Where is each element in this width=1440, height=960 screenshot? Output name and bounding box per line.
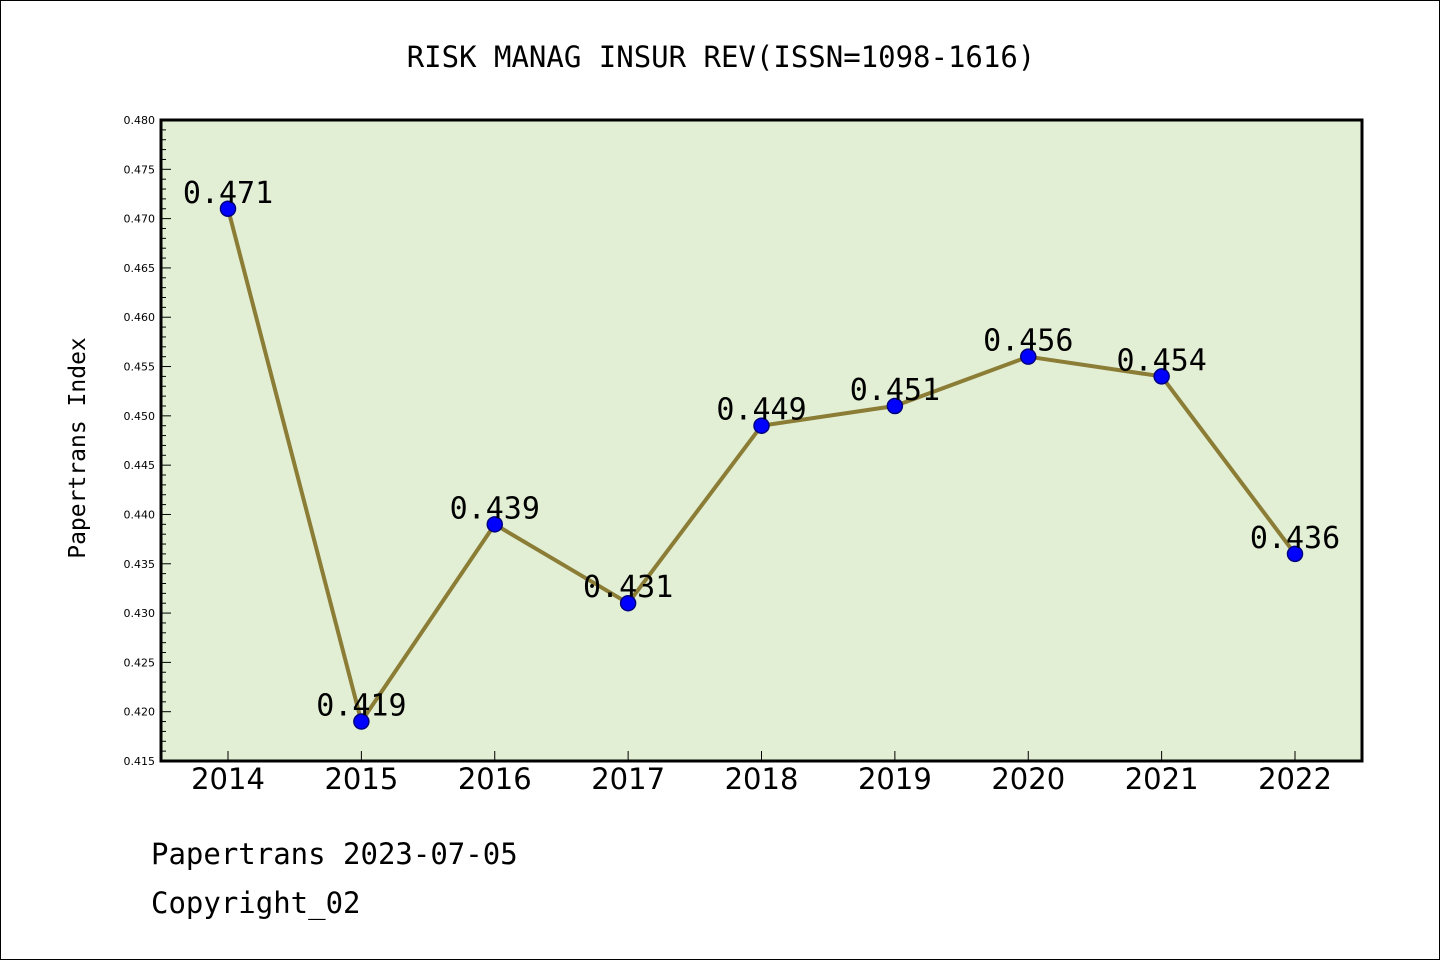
- data-point: [753, 417, 770, 434]
- data-label: 0.419: [316, 689, 406, 724]
- plot-area: [161, 120, 1362, 761]
- plot-border: [159, 118, 1364, 763]
- y-tick-label: 0.480: [124, 114, 156, 127]
- x-tick-label: 2019: [858, 762, 932, 796]
- x-tick-label: 2018: [725, 762, 799, 796]
- chart-title: RISK MANAG INSUR REV(ISSN=1098-1616): [407, 40, 1036, 74]
- data-point: [219, 200, 237, 218]
- y-tick-label: 0.475: [124, 163, 156, 176]
- y-tick-label: 0.470: [124, 213, 156, 226]
- y-tick-label: 0.415: [124, 755, 156, 768]
- data-label: 0.431: [583, 570, 673, 605]
- y-tick-label: 0.460: [124, 311, 156, 324]
- data-label: 0.449: [716, 393, 806, 428]
- x-tick-label: 2014: [191, 762, 265, 796]
- footer-copyright: Copyright_02: [151, 886, 361, 920]
- y-tick-label: 0.435: [124, 558, 156, 571]
- y-tick-label: 0.430: [124, 607, 156, 620]
- y-axis-label: Papertrans Index: [65, 337, 91, 559]
- y-tick-label: 0.465: [124, 262, 156, 275]
- data-label: 0.439: [450, 491, 540, 526]
- data-label: 0.436: [1250, 521, 1340, 556]
- y-tick-label: 0.455: [124, 361, 156, 374]
- y-tick-label: 0.445: [124, 459, 156, 472]
- x-tick-label: 2021: [1125, 762, 1199, 796]
- data-point: [886, 397, 904, 415]
- data-label: 0.471: [183, 176, 273, 211]
- data-labels: 0.471 0.419 0.439 0.431 0.449 0.451 0.456 0.454…: [183, 176, 1340, 724]
- x-tick-label: 2020: [991, 762, 1065, 796]
- x-axis-ticks: 2014 2015 2016 2017 2018 2019 2020 2021 2022: [191, 751, 1332, 796]
- x-tick-label: 2015: [324, 762, 398, 796]
- x-tick-label: 2017: [591, 762, 665, 796]
- data-point: [1020, 348, 1037, 365]
- y-tick-label: 0.420: [124, 706, 156, 719]
- data-point: [1286, 545, 1304, 563]
- footer-source-date: Papertrans 2023-07-05: [151, 837, 518, 871]
- x-tick-label: 2022: [1258, 762, 1332, 796]
- data-point: [353, 713, 370, 730]
- data-label: 0.454: [1116, 343, 1206, 378]
- y-tick-label: 0.450: [124, 410, 156, 423]
- y-tick-label: 0.425: [124, 656, 156, 669]
- x-tick-label: 2016: [458, 762, 532, 796]
- data-point: [1153, 368, 1170, 385]
- series-markers: [219, 200, 1304, 730]
- data-label: 0.456: [983, 324, 1073, 359]
- data-label: 0.451: [850, 373, 940, 408]
- y-tick-label: 0.440: [124, 508, 156, 521]
- data-point: [486, 516, 503, 533]
- data-point: [619, 594, 637, 612]
- y-axis-ticks: 0.415 0.420 0.425 0.430 0.435 0.440 0.445 0.450…: [124, 114, 171, 768]
